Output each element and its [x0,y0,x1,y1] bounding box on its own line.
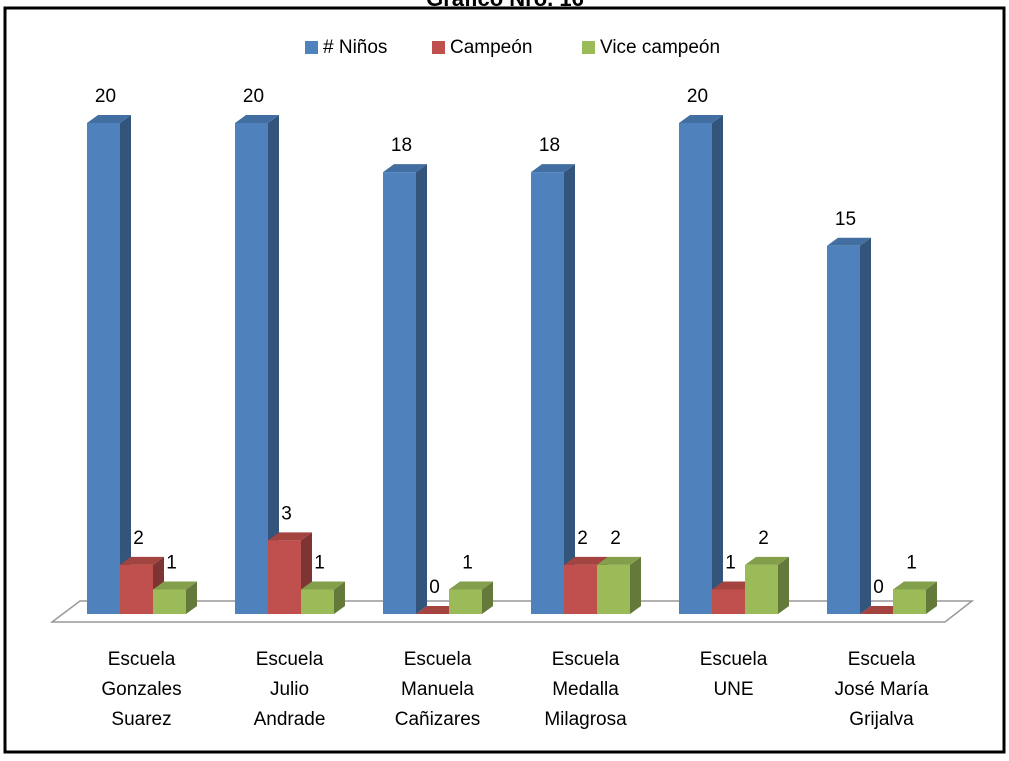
data-label: 15 [835,209,856,230]
bar-side [712,115,723,614]
data-label: 2 [758,528,769,549]
bar-front [564,565,597,614]
data-label: 1 [314,552,325,573]
bar-front [679,123,712,614]
data-label: 0 [429,577,440,598]
bar [383,164,427,614]
bar [153,581,197,614]
bar-front [597,565,630,614]
bar [449,581,493,614]
bar [893,581,937,614]
chart-title: Gráfico Nro. 16 [426,0,584,11]
bar-front [120,565,153,614]
bar-front [449,589,482,614]
bar-front [153,589,186,614]
data-label: 20 [687,86,708,107]
data-label: 20 [95,86,116,107]
bar [827,238,871,614]
bar-front [235,123,268,614]
bar [597,557,641,614]
data-label: 18 [539,135,560,156]
bar-side [416,164,427,614]
bar-side [630,557,641,614]
data-label: 1 [166,552,177,573]
bar-side [860,238,871,614]
data-label: 2 [133,528,144,549]
bar-side [564,164,575,614]
bar [87,115,131,614]
bar [679,115,723,614]
bar [301,581,345,614]
data-label: 1 [725,552,736,573]
bar [531,164,575,614]
legend-label: Vice campeón [600,37,720,58]
legend-swatch [582,41,595,54]
legend-label: # Niños [323,37,387,58]
bar [745,557,789,614]
data-label: 2 [577,528,588,549]
data-label: 3 [281,503,292,524]
data-label: 0 [873,577,884,598]
bar-front [87,123,120,614]
data-label: 1 [906,552,917,573]
data-label: 1 [462,552,473,573]
legend-label: Campeón [450,37,532,58]
data-label: 18 [391,135,412,156]
data-label: 2 [610,528,621,549]
bar-front [531,172,564,614]
bar-side [120,115,131,614]
bar-front [268,540,301,614]
bar-front [893,589,926,614]
bar-front [827,246,860,614]
bar-side [778,557,789,614]
legend-swatch [432,41,445,54]
bar-front [712,589,745,614]
bar-front [301,589,334,614]
bar-front [383,172,416,614]
bar-front [745,565,778,614]
legend-swatch [305,41,318,54]
data-label: 20 [243,86,264,107]
